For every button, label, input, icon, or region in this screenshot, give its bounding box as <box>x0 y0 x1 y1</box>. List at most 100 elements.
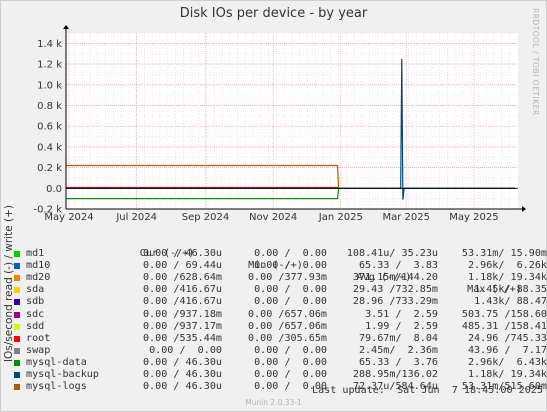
legend-avg-value: 371.15m/144.20 <box>352 272 438 284</box>
legend-series-name: mysql-backup <box>26 369 99 381</box>
legend-header-min: Min (-/+) <box>248 260 303 272</box>
legend-max-value: 1.18k/ 19.34k <box>467 272 547 284</box>
legend-row: sdb 0.00 /416.67u 0.00 / 0.00 28.96 /733.29… <box>12 296 547 308</box>
legend-avg-value: 1.99 / 2.59 <box>365 320 438 332</box>
legend-series-name: md1 <box>26 248 45 260</box>
legend-row: mysql-data 0.00 / 46.30u 0.00 / 0.00 65.33 … <box>12 356 547 369</box>
legend-row: sda 0.00 /416.67u 0.00 / 0.00 29.43 /732.85… <box>12 284 547 296</box>
legend-cur-value: 0.00 /628.64m <box>142 272 222 284</box>
legend-cur-value: 0.00 / 0.00 <box>149 344 222 356</box>
legend-cur-value: 0.00 / 46.30u <box>142 369 222 381</box>
legend-header-cur: Cur (-/+) <box>139 248 195 260</box>
x-tick-label: Mar 2025 <box>383 212 431 223</box>
legend-row: md1 0.00 / 46.30u 0.00 / 0.00 108.41u/ 35.2… <box>12 248 547 260</box>
munin-version: Munin 2.0.33-1 <box>245 398 302 407</box>
legend-swatch <box>14 263 20 270</box>
x-tick-label: Sep 2024 <box>182 212 229 223</box>
legend-series-name: root <box>26 332 51 344</box>
legend-avg-value: 29.43 /732.85m <box>352 284 438 296</box>
legend-row: sdc 0.00 /937.18m 0.00 /657.06m 3.51 / 2.59… <box>12 308 547 321</box>
y-tick-label: 0.6 k <box>37 122 62 133</box>
y-tick-label: 0.2 k <box>37 163 62 174</box>
legend-max-value: 53.31m/515.60m <box>461 381 547 393</box>
legend-min-value: 0.00 / 0.00 <box>254 248 327 260</box>
legend-max-value: 1.45k/ 88.35 <box>474 284 547 296</box>
legend-cur-value: 0.00 / 69.44u <box>142 260 222 272</box>
legend-swatch <box>14 287 20 294</box>
legend-cur-value: 0.00 /416.67u <box>142 284 222 296</box>
legend-avg-value: 72.37u/584.64u <box>352 381 438 393</box>
legend-avg-value: 65.33 / 3.76 <box>358 356 438 368</box>
y-tick-label: 0.4 k <box>37 142 62 153</box>
legend-cur-value: 0.00 /937.18m <box>142 308 222 320</box>
legend-avg-value: 288.95m/136.02 <box>352 369 438 381</box>
legend-max-value: 53.31m/ 15.90m <box>461 248 547 260</box>
legend-row: mysql-logs 0.00 / 46.30u 0.00 / 0.00 72.37u… <box>12 381 547 393</box>
legend-series-name: sdb <box>26 296 45 308</box>
legend-avg-value: 79.67m/ 8.04 <box>358 332 438 344</box>
legend-swatch <box>14 299 20 306</box>
legend-min-value: 0.00 / 0.00 <box>254 284 327 296</box>
y-tick-label: -0.2 k <box>34 205 63 216</box>
legend-swatch <box>14 359 20 366</box>
legend-series-name: mysql-logs <box>26 381 87 393</box>
legend-table: Cur (-/+) Min (-/+) Avg (-/+) Max (-/+) … <box>12 236 547 393</box>
x-tick-label: Nov 2024 <box>249 212 297 223</box>
legend-avg-value: 28.96 /733.29m <box>352 296 438 308</box>
y-tick-label: 1.0 k <box>37 80 62 91</box>
legend-min-value: 0.00 /657.06m <box>247 320 327 332</box>
legend-max-value: 485.31 /158.41 <box>461 320 547 332</box>
legend-series-name: swap <box>26 344 51 356</box>
chart-title: Disk IOs per device - by year <box>179 6 368 21</box>
legend-row: mysql-backup 0.00 / 46.30u 0.00 / 0.00 288.… <box>12 369 547 381</box>
legend-swatch <box>14 335 20 342</box>
legend-max-value: 503.75 /158.60 <box>461 308 547 320</box>
legend-avg-value: 108.41u/ 35.23u <box>346 248 438 260</box>
legend-series-name: md10 <box>26 260 51 272</box>
legend-min-value: 0.00 / 0.00 <box>254 260 327 272</box>
legend-max-value: 2.96k/ 6.43k <box>467 356 547 368</box>
rrdtool-credit: RRDTOOL / TOBI OETIKER <box>531 8 540 116</box>
legend-cur-value: 0.00 /416.67u <box>142 296 222 308</box>
legend-cur-value: 0.00 /937.17m <box>142 320 222 332</box>
chart-plot: -0.2 k 0.0 0.2 k 0.4 k 0.6 k 0.8 k 1.0 k 1.2 k 1… <box>34 25 526 223</box>
legend-header-avg: Avg (-/+) <box>356 272 412 284</box>
legend-min-value: 0.00 / 0.00 <box>254 344 327 356</box>
legend-avg-value: 65.33 / 3.83 <box>358 260 438 272</box>
legend-row: swap 0.00 / 0.00 0.00 / 0.00 2.45m/ 2.36m 43… <box>12 344 547 357</box>
legend-max-value: 1.43k/ 88.47 <box>474 296 547 308</box>
legend-row: md20 0.00 /628.64m 0.00 /377.93m 371.15m/14… <box>12 272 547 284</box>
legend-series-name: mysql-data <box>26 356 87 368</box>
legend-swatch <box>14 251 20 258</box>
legend-swatch <box>14 275 20 282</box>
last-update-text: Last update: Sat Jun 7 18:45:00 2025 <box>312 385 543 396</box>
legend-series-name: sda <box>26 284 45 296</box>
legend-row: md10 0.00 / 69.44u 0.00 / 0.00 65.33 / 3.83… <box>12 260 547 272</box>
legend-cur-value: 0.00 / 46.30u <box>142 248 222 260</box>
legend-max-value: 24.96 /745.33 <box>467 332 547 344</box>
x-tick-label: Jan 2025 <box>318 212 363 223</box>
legend-row: sdd 0.00 /937.17m 0.00 /657.06m 1.99 / 2.59… <box>12 320 547 333</box>
legend-series-name: sdd <box>26 320 45 332</box>
legend-cur-value: 0.00 / 46.30u <box>142 381 222 393</box>
y-axis-arrow <box>63 25 69 29</box>
legend-row: root 0.00 /535.44m 0.00 /305.65m 79.67m/ 8.… <box>12 332 547 345</box>
x-tick-label: May 2024 <box>44 212 93 223</box>
legend-min-value: 0.00 /305.65m <box>247 332 327 344</box>
legend-min-value: 0.00 /377.93m <box>247 272 327 284</box>
legend-avg-value: 3.51 / 2.59 <box>365 308 438 320</box>
legend-min-value: 0.00 / 0.00 <box>254 369 327 381</box>
x-tick-label: May 2025 <box>449 212 498 223</box>
x-axis-arrow <box>522 206 526 212</box>
legend-swatch <box>14 372 20 379</box>
legend-min-value: 0.00 / 0.00 <box>254 381 327 393</box>
legend-min-value: 0.00 / 0.00 <box>254 296 327 308</box>
y-tick-label: 0.8 k <box>37 101 62 112</box>
legend-swatch <box>14 347 20 354</box>
legend-swatch <box>14 311 20 318</box>
legend-max-value: 1.18k/ 19.34k <box>467 369 547 381</box>
legend-cur-value: 0.00 / 46.30u <box>142 356 222 368</box>
legend-max-value: 2.96k/ 6.26k <box>467 260 547 272</box>
y-tick-label: 1.2 k <box>37 60 62 71</box>
legend-avg-value: 2.45m/ 2.36m <box>358 344 438 356</box>
